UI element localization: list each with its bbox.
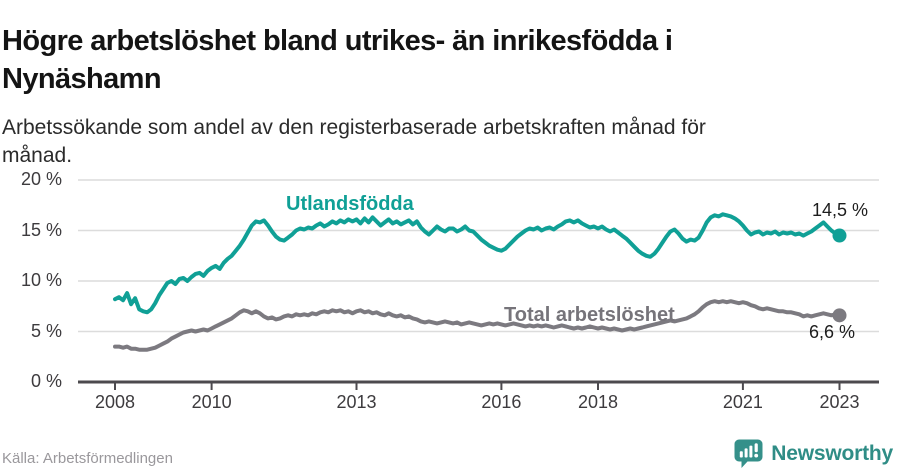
end-value-label-utlandsfodda: 14,5 % bbox=[812, 200, 869, 220]
y-axis-label-0: 0 % bbox=[30, 371, 62, 391]
series-line-utlandsfodda bbox=[113, 212, 842, 315]
x-axis-label-2008: 2008 bbox=[94, 392, 136, 412]
end-value-label-total: 6,6 % bbox=[809, 322, 856, 342]
y-axis-label-20: 20 % bbox=[20, 169, 62, 189]
x-axis-label-2018: 2018 bbox=[577, 392, 619, 412]
end-dot-utlandsfodda bbox=[832, 228, 847, 243]
y-axis-label-5: 5 % bbox=[30, 320, 62, 341]
end-dot-total bbox=[832, 308, 847, 323]
x-axis-label-2010: 2010 bbox=[191, 392, 232, 412]
series-label-utlandsfodda: Utlandsfödda bbox=[286, 193, 414, 215]
x-axis-label-2021: 2021 bbox=[722, 392, 763, 412]
page-title: Högre arbetslöshet bland utrikes- än inr… bbox=[2, 25, 673, 95]
series-label-total-arbetsloshet: Total arbetslöshet bbox=[504, 304, 675, 326]
source-note: Källa: Arbetsförmedlingen bbox=[2, 450, 173, 467]
newsworthy-bubble-chart-icon bbox=[734, 438, 764, 470]
series-line-total bbox=[113, 299, 842, 352]
newsworthy-wordmark: Newsworthy bbox=[771, 442, 893, 465]
x-axis-label-2016: 2016 bbox=[481, 392, 522, 412]
page-subtitle: Arbetssökande som andel av den registerb… bbox=[2, 116, 706, 167]
x-axis-label-2013: 2013 bbox=[336, 392, 377, 412]
y-axis-label-15: 15 % bbox=[20, 219, 62, 240]
newsworthy-logo: Newsworthy bbox=[734, 437, 893, 471]
y-axis-label-10: 10 % bbox=[20, 270, 62, 290]
x-axis-label-2023: 2023 bbox=[819, 392, 860, 412]
